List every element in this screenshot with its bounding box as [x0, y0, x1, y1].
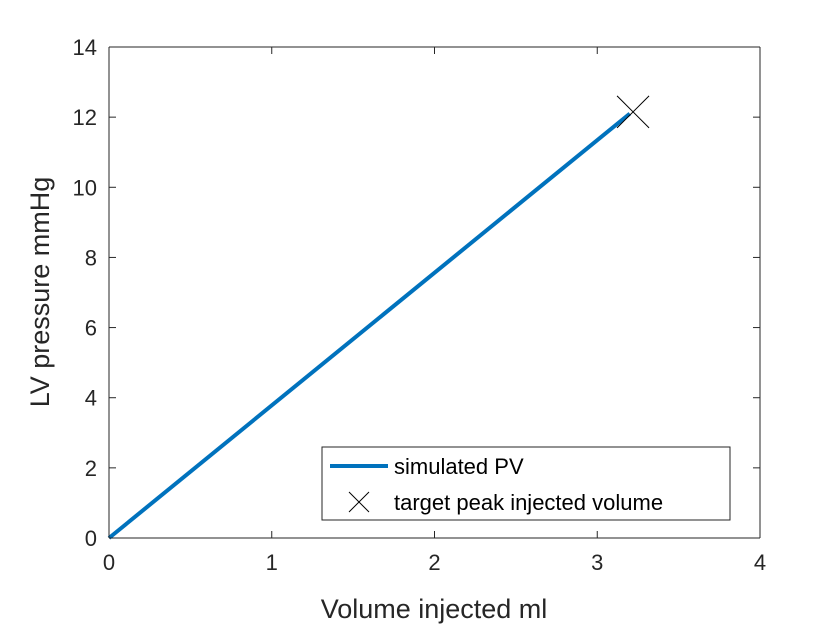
- y-tick-label: 10: [73, 175, 97, 200]
- legend-marker-x-icon: [348, 491, 370, 513]
- y-tick-label: 12: [73, 105, 97, 130]
- x-axis-title: Volume injected ml: [321, 594, 548, 624]
- x-tick-label: 1: [266, 550, 278, 575]
- y-tick-label: 14: [73, 35, 97, 60]
- target-peak-marker-x-icon: [616, 95, 650, 129]
- x-tick-label: 0: [103, 550, 115, 575]
- y-axis-title: LV pressure mmHg: [25, 177, 55, 408]
- legend-label-target-peak: target peak injected volume: [394, 490, 663, 515]
- series-line-simulated-pv: [107, 112, 632, 540]
- y-tick-label: 2: [85, 456, 97, 481]
- x-tick-label: 3: [591, 550, 603, 575]
- legend-box: [321, 446, 731, 521]
- legend-label-simulated-pv: simulated PV: [394, 454, 524, 479]
- y-tick-label: 8: [85, 245, 97, 270]
- x-tick-label: 4: [754, 550, 766, 575]
- series-layer: [107, 95, 650, 540]
- x-tick-label: 2: [428, 550, 440, 575]
- y-tick-label: 0: [85, 526, 97, 551]
- y-tick-label: 4: [85, 386, 97, 411]
- y-tick-label: 6: [85, 316, 97, 341]
- legend: simulated PV target peak injected volume: [321, 446, 731, 521]
